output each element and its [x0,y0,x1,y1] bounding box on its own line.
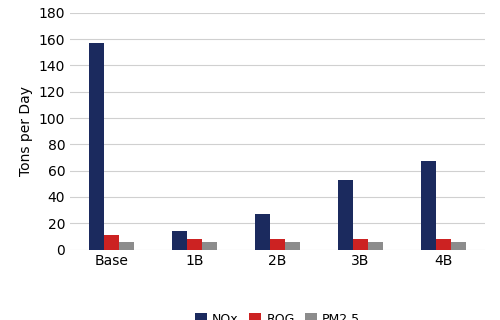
Bar [285,242,300,250]
Bar [353,239,368,250]
Bar [451,242,466,250]
Bar [338,180,353,250]
Bar [104,235,119,250]
Bar [255,214,270,250]
Bar [172,231,187,250]
Bar [119,242,134,250]
Bar [89,43,104,250]
Bar [187,239,202,250]
Bar [422,162,436,250]
Bar [436,239,451,250]
Bar [270,239,285,250]
Legend: NOx, ROG, PM2.5: NOx, ROG, PM2.5 [190,308,366,320]
Bar [368,242,383,250]
Y-axis label: Tons per Day: Tons per Day [19,86,33,176]
Bar [202,242,217,250]
